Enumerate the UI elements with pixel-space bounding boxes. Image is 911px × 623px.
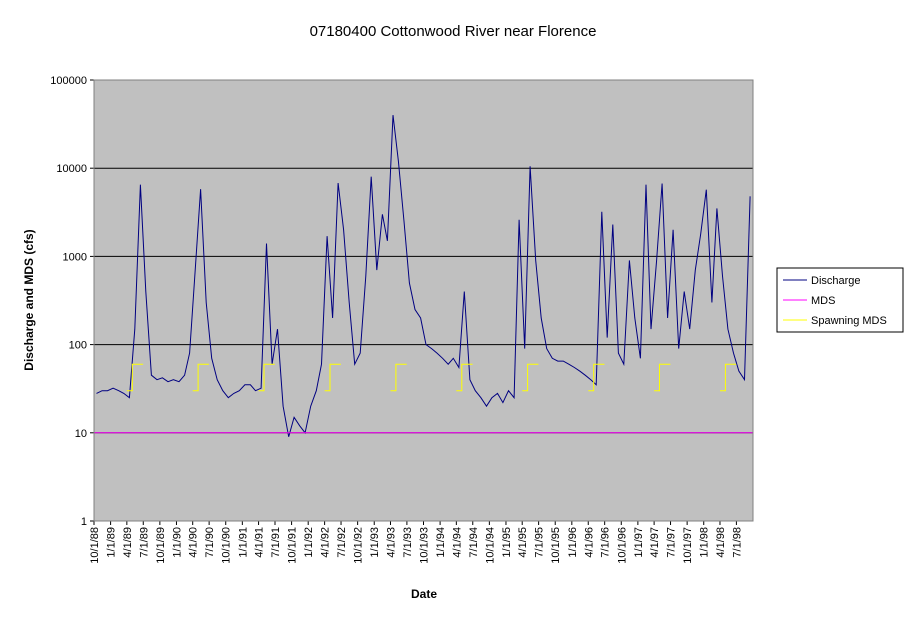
x-tick-label: 4/1/89 (122, 527, 134, 558)
y-tick-label: 1 (81, 516, 87, 528)
x-tick-label: 1/1/94 (435, 527, 447, 558)
plot-border (93, 79, 754, 522)
x-tick-label: 10/1/94 (484, 527, 496, 564)
x-tick-label: 1/1/93 (369, 527, 381, 558)
x-tick-label: 10/1/97 (682, 527, 694, 564)
x-tick-label: 4/1/97 (649, 527, 661, 558)
x-tick-label: 10/1/90 (221, 527, 233, 564)
x-tick-label: 1/1/96 (567, 527, 579, 558)
x-tick-label: 1/1/89 (106, 527, 118, 558)
series-line (96, 115, 751, 437)
x-tick-label: 4/1/91 (254, 527, 266, 558)
x-tick-label: 10/1/96 (616, 527, 628, 564)
y-tick-label: 100000 (50, 75, 87, 87)
x-tick-label: 4/1/96 (583, 527, 595, 558)
x-tick-label: 1/1/91 (237, 527, 249, 558)
x-tick-label: 7/1/91 (270, 527, 282, 558)
y-tick-label: 10 (75, 428, 87, 440)
x-tick-label: 7/1/90 (204, 527, 216, 558)
x-tick-label: 7/1/93 (402, 527, 414, 558)
y-tick-label: 10000 (56, 163, 87, 175)
y-axis-title: Discharge and MDS (cfs) (22, 229, 36, 370)
y-tick-label: 1000 (63, 251, 87, 263)
x-tick-label: 10/1/92 (353, 527, 365, 564)
x-tick-label: 10/1/95 (550, 527, 562, 564)
x-tick-label: 1/1/90 (171, 527, 183, 558)
x-tick-label: 1/1/97 (633, 527, 645, 558)
x-tick-label: 7/1/95 (534, 527, 546, 558)
x-tick-label: 7/1/97 (666, 527, 678, 558)
x-tick-label: 7/1/94 (468, 527, 480, 558)
x-tick-label: 10/1/93 (419, 527, 431, 564)
x-tick-label: 4/1/95 (517, 527, 529, 558)
x-tick-label: 7/1/98 (731, 527, 743, 558)
x-tick-label: 7/1/89 (138, 527, 150, 558)
x-axis-title: Date (411, 587, 437, 601)
x-tick-label: 7/1/96 (600, 527, 612, 558)
x-tick-label: 1/1/92 (303, 527, 315, 558)
x-tick-label: 10/1/89 (155, 527, 167, 564)
plot-area (94, 80, 753, 521)
x-tick-label: 10/1/88 (89, 527, 101, 564)
x-tick-label: 4/1/93 (385, 527, 397, 558)
y-tick-label: 100 (69, 340, 87, 352)
series-line (126, 363, 737, 392)
legend-label: MDS (811, 295, 835, 307)
legend-label: Spawning MDS (811, 315, 887, 327)
x-tick-label: 1/1/98 (699, 527, 711, 558)
x-tick-label: 7/1/92 (336, 527, 348, 558)
x-tick-label: 1/1/95 (501, 527, 513, 558)
legend-label: Discharge (811, 275, 861, 287)
x-tick-label: 4/1/90 (188, 527, 200, 558)
x-tick-label: 10/1/91 (287, 527, 299, 564)
x-tick-label: 4/1/98 (715, 527, 727, 558)
x-tick-label: 4/1/92 (320, 527, 332, 558)
x-tick-label: 4/1/94 (451, 527, 463, 558)
chart-title: 07180400 Cottonwood River near Florence (310, 23, 597, 40)
